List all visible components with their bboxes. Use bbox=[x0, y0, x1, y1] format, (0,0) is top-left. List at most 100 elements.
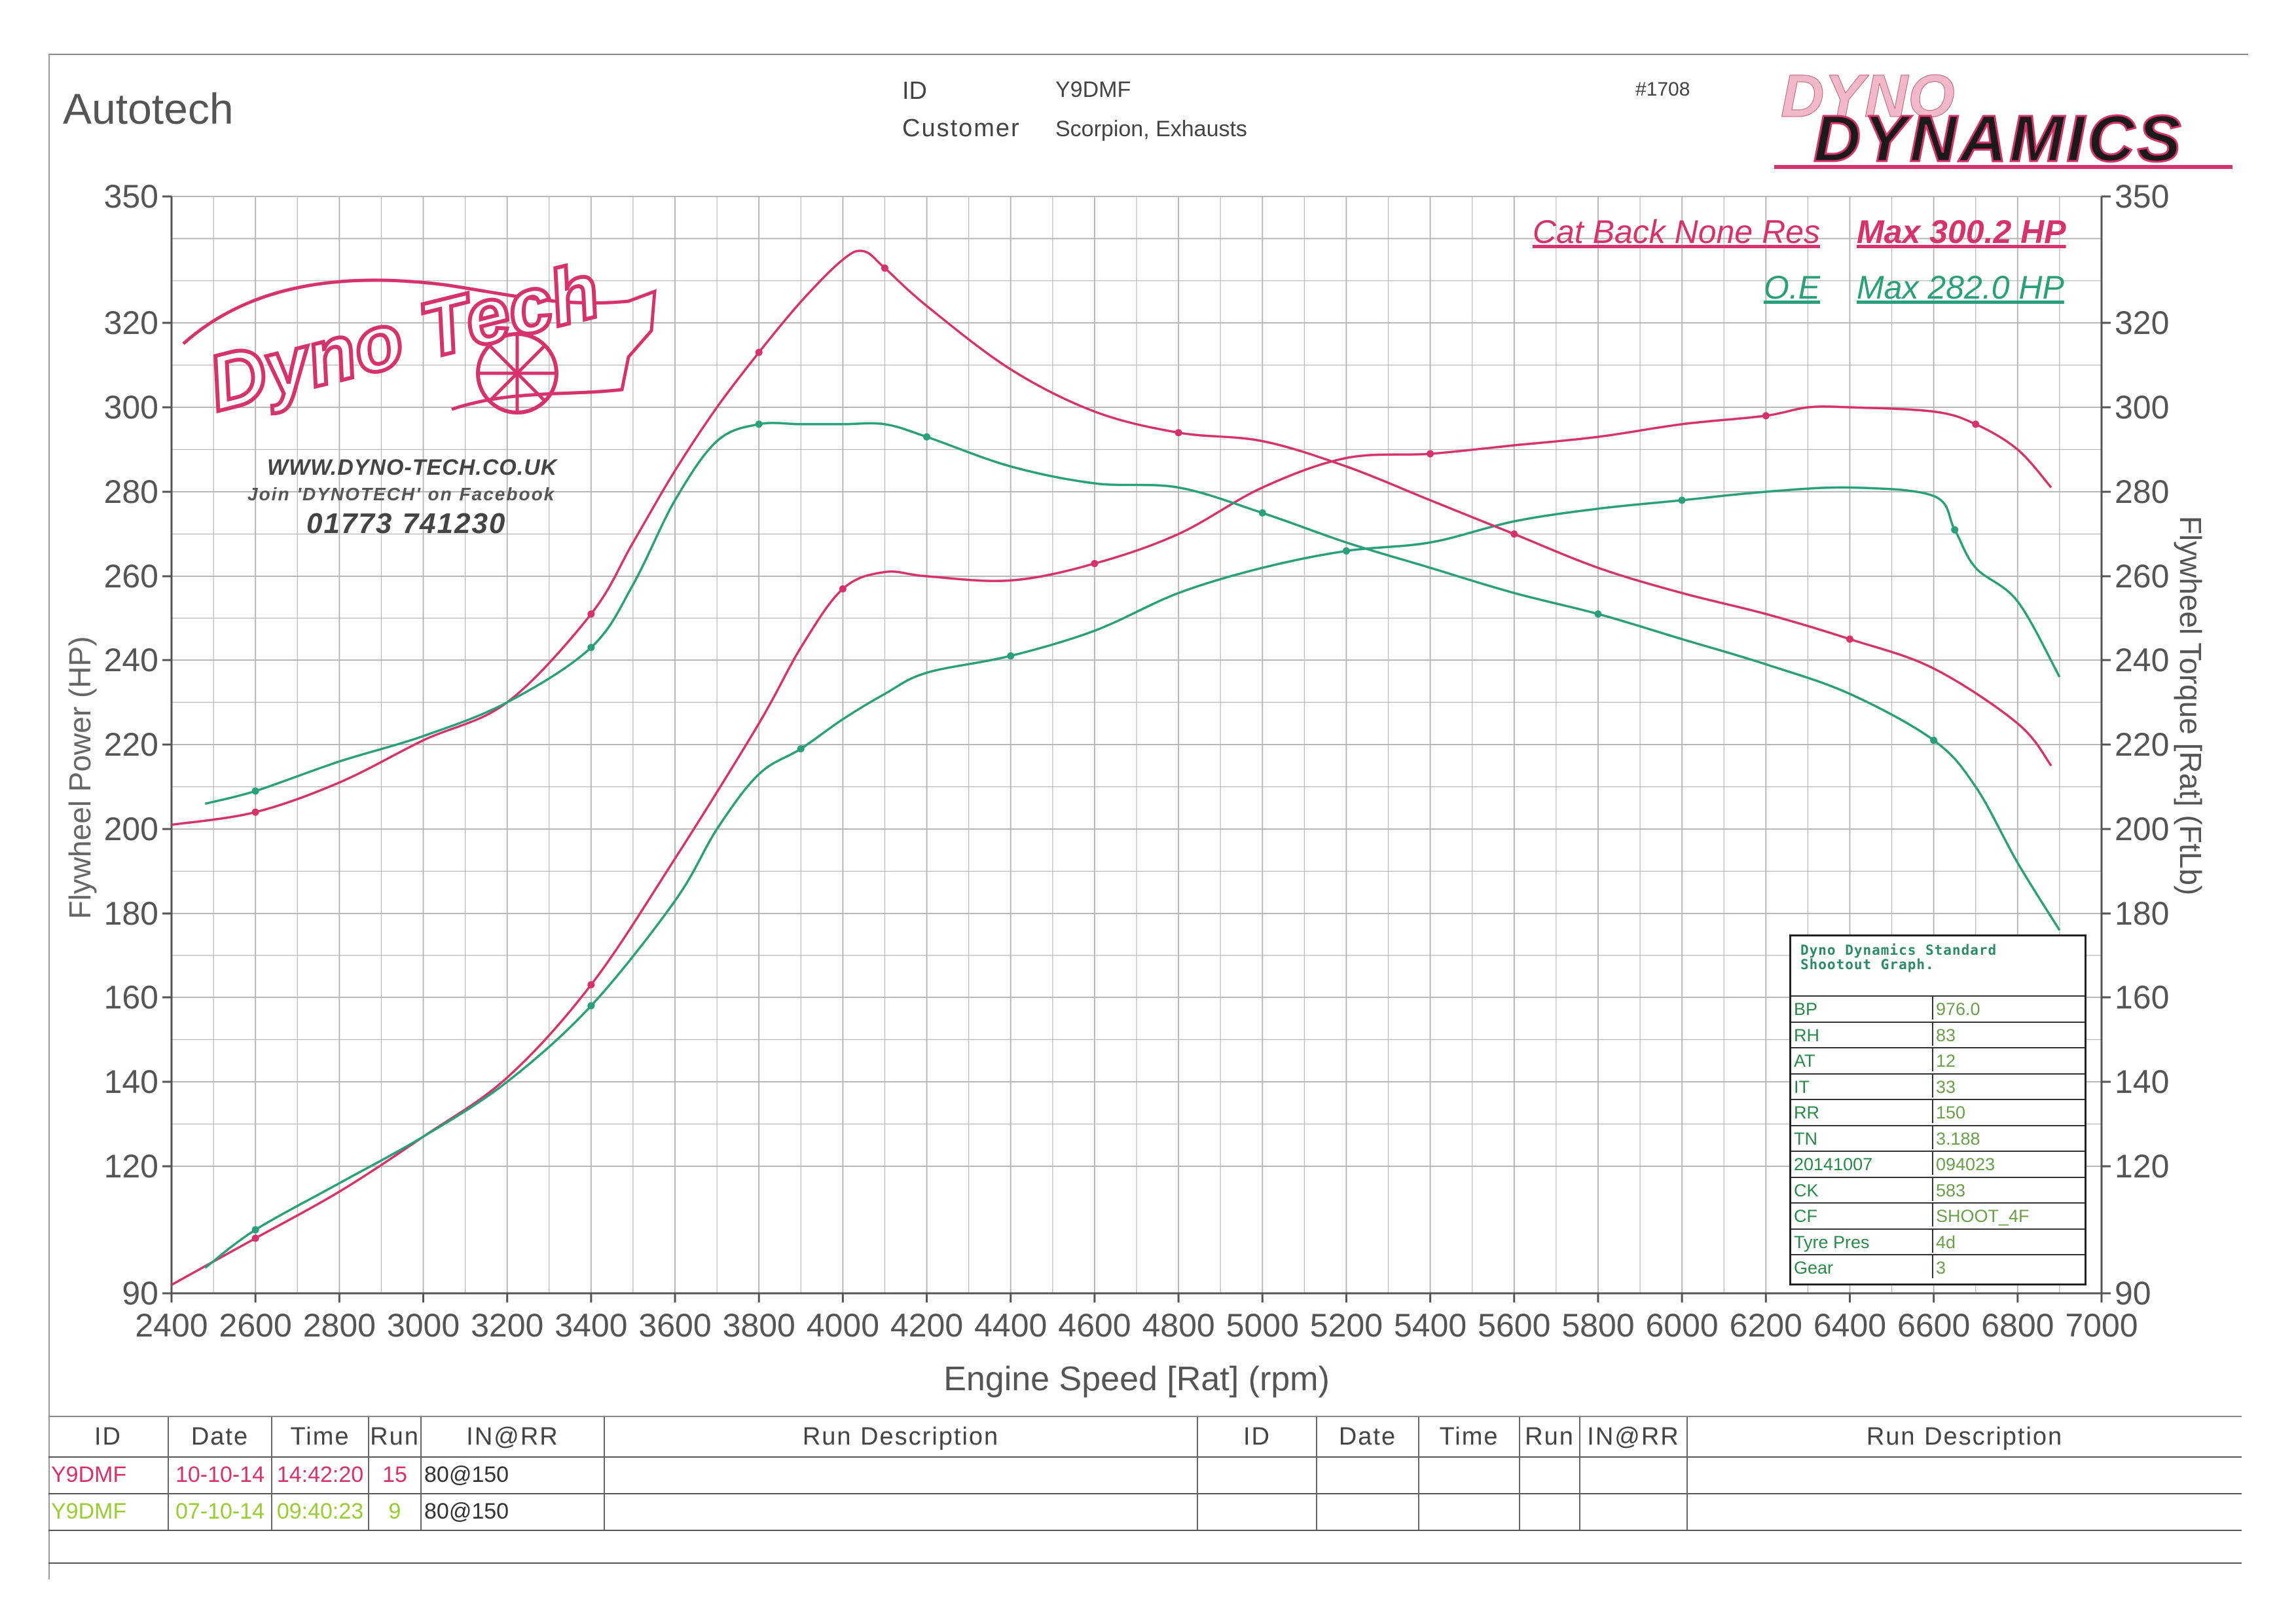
run1-id: Y9DMF bbox=[48, 1456, 169, 1493]
shootout-value: 33 bbox=[1932, 1074, 1956, 1098]
x-tick-label: 5200 bbox=[1310, 1307, 1383, 1344]
y-tick-label: 120 bbox=[104, 1148, 158, 1185]
run1-desc bbox=[605, 1456, 1198, 1493]
y-tick-label: 320 bbox=[104, 304, 158, 341]
x-tick-label: 3600 bbox=[638, 1307, 711, 1344]
shootout-key: CF bbox=[1794, 1206, 1817, 1226]
shootout-key: RH bbox=[1794, 1025, 1819, 1045]
y2-tick-label: 220 bbox=[2115, 726, 2169, 763]
run-row-3 bbox=[48, 1530, 2242, 1564]
series-line-torque-run1 bbox=[171, 249, 2052, 826]
shootout-value: 4d bbox=[1932, 1229, 1956, 1253]
y2-tick-label: 260 bbox=[2115, 558, 2169, 595]
data-point bbox=[1175, 429, 1182, 437]
data-point bbox=[1427, 450, 1434, 458]
shootout-key: Tyre Pres bbox=[1794, 1232, 1870, 1252]
data-point bbox=[1762, 412, 1770, 420]
x-tick-label: 4400 bbox=[974, 1307, 1047, 1344]
x-tick-label: 6200 bbox=[1730, 1307, 1802, 1344]
shootout-value: 12 bbox=[1932, 1048, 1956, 1071]
shootout-row: CF SHOOT_4F bbox=[1791, 1202, 2085, 1229]
legend-run2-label: O.E bbox=[1763, 269, 1820, 306]
y2-tick-label: 180 bbox=[2115, 895, 2169, 932]
series-line-power-run1 bbox=[171, 405, 2052, 1286]
x-tick-label: 2400 bbox=[135, 1307, 208, 1344]
data-point bbox=[1594, 610, 1602, 618]
shootout-row: AT 12 bbox=[1791, 1047, 2085, 1074]
legend: Cat Back None Res Max 300.2 HP O.E Max 2… bbox=[1506, 213, 2095, 318]
x-tick-label: 4000 bbox=[807, 1307, 879, 1344]
shootout-row: RH 83 bbox=[1791, 1021, 2085, 1048]
x-tick-label: 4800 bbox=[1142, 1307, 1214, 1344]
col-date-2: Date bbox=[1317, 1417, 1419, 1456]
x-tick-label: 3400 bbox=[555, 1307, 627, 1344]
run-table: ID Date Time Run IN@RR Run Description I… bbox=[48, 1416, 2242, 1564]
company-name: Autotech bbox=[63, 84, 234, 133]
run2-blank-d bbox=[1520, 1493, 1580, 1530]
y2-axis-label: Flywheel Torque [Rat] (FtLb) bbox=[2174, 516, 2208, 896]
shootout-key: Gear bbox=[1794, 1258, 1834, 1278]
x-tick-label: 3800 bbox=[723, 1307, 795, 1344]
x-tick-label: 4200 bbox=[890, 1307, 963, 1344]
shootout-row: 20141007 094023 bbox=[1791, 1151, 2085, 1177]
data-point bbox=[755, 348, 763, 356]
shootout-row: TN 3.188 bbox=[1791, 1124, 2085, 1152]
x-tick-label: 4600 bbox=[1058, 1307, 1131, 1344]
data-point bbox=[251, 787, 259, 795]
x-tick-label: 3200 bbox=[471, 1307, 543, 1344]
y-axis-label: Flywheel Power (HP) bbox=[63, 637, 97, 919]
x-tick-label: 6400 bbox=[1813, 1307, 1886, 1344]
y2-tick-label: 140 bbox=[2115, 1063, 2169, 1100]
y2-tick-label: 240 bbox=[2115, 642, 2169, 678]
run-row-2: Y9DMF 07-10-14 09:40:23 9 80@150 bbox=[48, 1493, 2242, 1531]
col-date: Date bbox=[169, 1417, 272, 1456]
y-tick-label: 300 bbox=[104, 389, 158, 426]
data-point bbox=[923, 433, 931, 441]
data-point bbox=[1846, 635, 1853, 643]
legend-run1-max: Max 300.2 HP bbox=[1857, 213, 2066, 250]
y-tick-label: 140 bbox=[104, 1063, 158, 1100]
left-border bbox=[48, 54, 50, 1579]
y-tick-label: 180 bbox=[104, 895, 158, 932]
data-point bbox=[881, 264, 888, 272]
run2-blank-a bbox=[1198, 1493, 1317, 1530]
y-tick-label: 200 bbox=[104, 811, 158, 847]
x-tick-label: 2800 bbox=[303, 1307, 376, 1344]
data-point bbox=[1510, 530, 1518, 538]
data-point bbox=[1951, 526, 1959, 534]
x-tick-label: 3000 bbox=[387, 1307, 460, 1344]
shootout-box: Dyno Dynamics Standard Shootout Graph. B… bbox=[1789, 934, 2086, 1285]
shootout-value: 3.188 bbox=[1932, 1126, 1980, 1149]
run2-run: 9 bbox=[369, 1493, 422, 1530]
dyno-dynamics-logo: DYNO DYNAMICS bbox=[1761, 63, 2246, 177]
data-point bbox=[1342, 547, 1350, 555]
run-row-1: Y9DMF 10-10-14 14:42:20 15 80@150 bbox=[48, 1456, 2242, 1494]
data-point bbox=[1007, 652, 1015, 660]
shootout-value: 976.0 bbox=[1932, 997, 1980, 1020]
logo-underline bbox=[1774, 165, 2232, 169]
data-point bbox=[797, 745, 805, 752]
y2-tick-label: 120 bbox=[2115, 1148, 2169, 1185]
customer-value: Scorpion, Exhausts bbox=[1055, 117, 1247, 141]
x-tick-label: 2600 bbox=[219, 1307, 292, 1344]
shootout-title: Dyno Dynamics Standard Shootout Graph. bbox=[1800, 942, 1997, 972]
watermark-website: WWW.DYNO-TECH.CO.UK bbox=[267, 455, 558, 480]
x-tick-label: 5400 bbox=[1394, 1307, 1467, 1344]
shootout-value: 094023 bbox=[1932, 1152, 1995, 1175]
col-inrr: IN@RR bbox=[422, 1417, 605, 1456]
data-point bbox=[587, 1002, 595, 1010]
data-point bbox=[1972, 420, 1980, 428]
run2-id: Y9DMF bbox=[48, 1493, 169, 1530]
dynotech-logo-text: Dyno Tech bbox=[200, 259, 608, 428]
run1-blank-a bbox=[1198, 1456, 1317, 1493]
run2-date: 07-10-14 bbox=[169, 1493, 272, 1530]
run2-inrr: 80@150 bbox=[422, 1493, 605, 1530]
logo-dynamics-word: DYNAMICS bbox=[1813, 102, 2183, 174]
y-tick-label: 220 bbox=[104, 726, 158, 763]
shootout-value: 583 bbox=[1932, 1177, 1965, 1201]
y2-tick-label: 350 bbox=[2115, 178, 2169, 215]
x-tick-label: 7000 bbox=[2065, 1307, 2138, 1344]
shootout-key: 20141007 bbox=[1794, 1154, 1873, 1174]
col-time: Time bbox=[272, 1417, 369, 1456]
